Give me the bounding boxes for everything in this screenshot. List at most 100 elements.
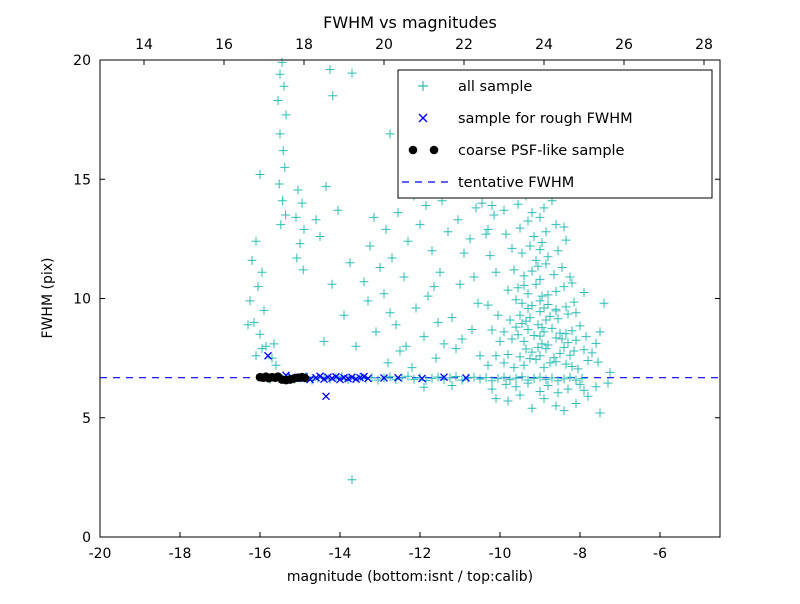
all-sample-point: [559, 406, 569, 416]
x-tick-label-top: 28: [695, 37, 713, 53]
all-sample-point: [579, 345, 589, 355]
all-sample-point: [535, 372, 545, 382]
all-sample-point: [457, 375, 467, 385]
all-sample-point: [519, 271, 529, 281]
all-sample-point: [561, 329, 571, 339]
all-sample-point: [473, 298, 483, 308]
all-sample-point: [385, 372, 395, 382]
all-sample-point: [603, 378, 613, 388]
all-sample-point: [517, 372, 527, 382]
all-sample-point: [543, 381, 553, 391]
x-tick-label-bottom: -20: [89, 546, 112, 562]
legend-plus-marker-icon: [418, 81, 428, 91]
all-sample-point: [407, 363, 417, 373]
all-sample-point: [551, 357, 561, 367]
all-sample-point: [553, 376, 563, 386]
all-sample-point: [277, 57, 287, 67]
all-sample-point: [541, 259, 551, 269]
all-sample-point: [551, 401, 561, 411]
psf-like-point: [300, 373, 310, 383]
all-sample-point: [531, 255, 541, 265]
all-sample-point: [505, 315, 515, 325]
all-sample-point: [495, 336, 505, 346]
all-sample-point: [399, 272, 409, 282]
all-sample-point: [527, 347, 537, 357]
all-sample-point: [551, 304, 561, 314]
all-sample-point: [503, 396, 513, 406]
all-sample-point: [537, 237, 547, 247]
all-sample-point: [447, 313, 457, 323]
all-sample-point: [253, 282, 263, 292]
all-sample-point: [485, 251, 495, 261]
all-sample-point: [561, 235, 571, 245]
all-sample-point: [519, 336, 529, 346]
legend-dot-marker-icon: [429, 145, 439, 155]
all-sample-point: [525, 313, 535, 323]
all-sample-point: [347, 68, 357, 78]
all-sample-point: [565, 350, 575, 360]
all-sample-point: [561, 302, 571, 312]
all-sample-point: [445, 373, 455, 383]
all-sample-point: [299, 224, 309, 234]
all-sample-point: [567, 326, 577, 336]
x-tick-label-top: 14: [135, 37, 153, 53]
all-sample-point: [255, 169, 265, 179]
all-sample-point: [447, 381, 457, 391]
all-sample-point: [557, 334, 567, 344]
all-sample-point: [567, 278, 577, 288]
all-sample-point: [243, 320, 253, 330]
x-axis-label: magnitude (bottom:isnt / top:calib): [287, 569, 533, 585]
all-sample-point: [519, 280, 529, 290]
all-sample-point: [381, 224, 391, 234]
all-sample-point: [517, 298, 527, 308]
all-sample-point: [261, 341, 271, 351]
all-sample-point: [571, 375, 581, 385]
all-sample-point: [269, 339, 279, 349]
all-sample-point: [577, 373, 587, 383]
y-tick-label: 20: [73, 53, 91, 69]
x-tick-label-top: 26: [615, 37, 633, 53]
all-sample-point: [545, 311, 555, 321]
plot-title: FWHM vs magnitudes: [323, 13, 497, 32]
all-sample-point: [555, 328, 565, 338]
x-tick-label-bottom: -18: [169, 546, 192, 562]
all-sample-point: [551, 333, 561, 343]
all-sample-point: [257, 344, 267, 354]
all-sample-point: [327, 279, 337, 289]
all-sample-point: [527, 266, 537, 276]
all-sample-point: [371, 327, 381, 337]
rough-fwhm-point: [360, 372, 368, 381]
all-sample-point: [593, 357, 603, 367]
all-sample-point: [535, 351, 545, 361]
all-sample-point: [579, 385, 589, 395]
all-sample-point: [255, 329, 265, 339]
all-sample-point: [383, 358, 393, 368]
x-tick-label-bottom: -16: [249, 546, 272, 562]
x-tick-label-top: 18: [295, 37, 313, 53]
all-sample-point: [487, 200, 497, 210]
all-sample-point: [521, 316, 531, 326]
rough-fwhm-point: [322, 392, 330, 401]
all-sample-point: [365, 241, 375, 251]
all-sample-point: [531, 354, 541, 364]
all-sample-point: [359, 277, 369, 287]
x-tick-label-bottom: -6: [653, 546, 667, 562]
all-sample-point: [433, 317, 443, 327]
all-sample-point: [565, 272, 575, 282]
all-sample-point: [553, 388, 563, 398]
all-sample-point: [523, 216, 533, 226]
all-sample-point: [533, 261, 543, 271]
all-sample-point: [559, 342, 569, 352]
all-sample-point: [539, 327, 549, 337]
rough-fwhm-point: [380, 373, 388, 382]
all-sample-point: [491, 351, 501, 361]
all-sample-point: [565, 372, 575, 382]
all-sample-point: [535, 212, 545, 222]
x-tick-label-top: 22: [455, 37, 473, 53]
all-sample-point: [281, 210, 291, 220]
all-sample-point: [487, 384, 497, 394]
y-tick-label: 10: [73, 292, 91, 308]
all-sample-point: [599, 298, 609, 308]
legend-x-marker-icon: [418, 113, 428, 123]
